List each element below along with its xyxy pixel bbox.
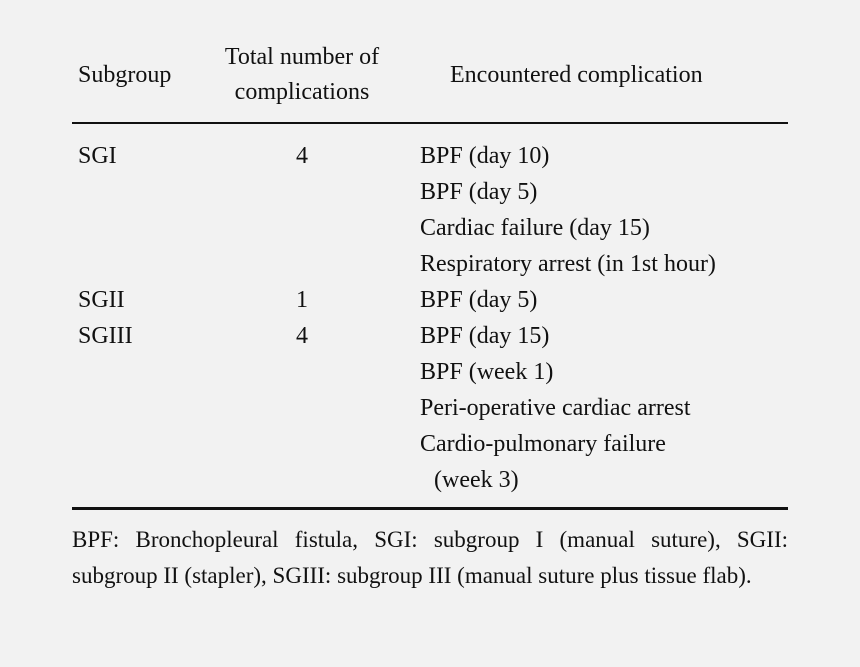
header-total-complications: Total number of complications [202,40,402,110]
table-row: Peri-operative cardiac arrest [72,390,788,426]
table-header: Subgroup Total number of complications E… [72,40,788,122]
cell-complication: Cardio-pulmonary failure [420,431,666,457]
table-footnote: BPF: Bronchopleural fistula, SGI: subgro… [72,527,788,588]
table-row: SGIII 4 BPF (day 15) [72,318,788,354]
table-body: SGI 4 BPF (day 10) BPF (day 5) Cardiac f… [72,138,788,498]
table-row: SGI 4 BPF (day 10) [72,138,788,174]
table-row: Cardiac failure (day 15) [72,210,788,246]
table-row: BPF (week 1) [72,354,788,390]
cell-subgroup: SGIII [78,323,133,349]
header-total-line1: Total number of [224,44,380,70]
table-row: BPF (day 5) [72,174,788,210]
header-encountered-complication: Encountered complication [450,62,703,88]
cell-complication: Peri-operative cardiac arrest [420,395,691,421]
header-divider [72,122,788,124]
table-bottom-rule [72,507,788,510]
cell-complication: BPF (day 5) [420,179,538,205]
complications-table: Subgroup Total number of complications E… [72,40,788,510]
cell-complication: BPF (week 1) [420,359,554,385]
cell-total: 4 [296,323,308,349]
cell-complication: Respiratory arrest (in 1st hour) [420,251,716,277]
cell-subgroup: SGI [78,143,117,169]
cell-complication: BPF (day 5) [420,287,538,313]
cell-subgroup: SGII [78,287,125,313]
cell-complication: BPF (day 15) [420,323,550,349]
header-total-line2: complications [234,79,370,105]
header-subgroup: Subgroup [78,62,172,88]
table-row: (week 3) [72,462,788,498]
table-row: SGII 1 BPF (day 5) [72,282,788,318]
table-row: Respiratory arrest (in 1st hour) [72,246,788,282]
cell-complication: (week 3) [434,467,519,493]
cell-complication: Cardiac failure (day 15) [420,215,650,241]
cell-complication: BPF (day 10) [420,143,550,169]
cell-total: 4 [296,143,308,169]
cell-total: 1 [296,287,308,313]
table-row: Cardio-pulmonary failure [72,426,788,462]
